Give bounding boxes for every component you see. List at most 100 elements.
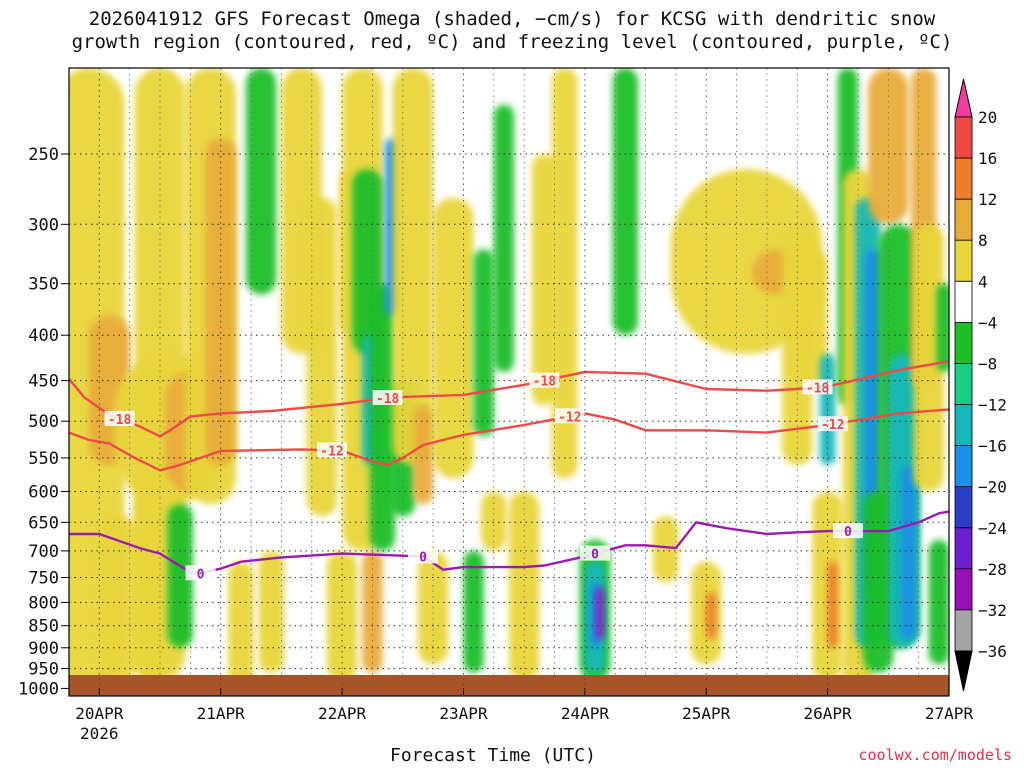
- y-tick-label-550: 550: [28, 449, 59, 469]
- colorbar-label-4: 4: [978, 272, 988, 291]
- colorbar-label-12: −32: [978, 601, 1007, 620]
- omega-shade-11: [246, 68, 277, 295]
- contour-label-isotherm-0-2: -18: [533, 375, 557, 390]
- omega-shade-15: [326, 550, 358, 681]
- colorbar-swatch-12: [954, 568, 973, 611]
- omega-shade-2: [99, 516, 140, 681]
- colorbar-swatch-5: [954, 280, 973, 323]
- y-tick-label-1000: 1000: [18, 679, 59, 699]
- y-tick-label-600: 600: [28, 483, 59, 503]
- colorbar-label-3: 8: [978, 231, 988, 250]
- y-axis: 2503003504004505005506006507007508008509…: [18, 145, 69, 699]
- colorbar-swatch-6: [954, 321, 973, 364]
- y-tick-label-500: 500: [28, 412, 59, 432]
- omega-shade-39: [612, 68, 638, 336]
- contour-label-bg-isotherm-1-0: [317, 442, 347, 458]
- x-tick-label-27APR: 27APR: [925, 704, 974, 723]
- colorbar-swatch-10: [954, 486, 973, 529]
- colorbar-label-1: 16: [978, 149, 997, 168]
- colorbar-swatch-3: [954, 198, 973, 241]
- omega-shade-6: [167, 504, 193, 648]
- omega-shade-27: [433, 197, 474, 479]
- colorbar-swatch-9: [954, 445, 973, 488]
- contour-label-bg-freezing-level-3: [832, 523, 863, 539]
- contour-line-isotherm-1: [69, 408, 949, 472]
- x-tick-label-22APR: 22APR: [318, 704, 367, 723]
- chart-title-line-1: 2026041912 GFS Forecast Omega (shaded, −…: [88, 8, 936, 30]
- y-tick-label-700: 700: [28, 542, 59, 562]
- contour-label-freezing-level-0: 0: [197, 567, 205, 582]
- contour-label-isotherm-1-1: -12: [558, 410, 581, 425]
- omega-shade-28: [463, 550, 484, 673]
- omega-shade-62: [936, 283, 949, 372]
- colorbar-swatch-2: [954, 157, 973, 200]
- y-tick-label-400: 400: [28, 326, 59, 346]
- contour-label-bg-isotherm-1-2: [817, 416, 848, 432]
- x-axis-title: Forecast Time (UTC): [390, 745, 596, 766]
- contour-label-isotherm-0-3: -18: [806, 381, 830, 396]
- x-tick-label-20APR: 20APR: [75, 704, 124, 723]
- source-credit: coolwx.com/models: [858, 746, 1012, 764]
- colorbar-label-7: −12: [978, 396, 1007, 415]
- y-tick-label-950: 950: [28, 660, 59, 680]
- y-tick-label-750: 750: [28, 569, 59, 589]
- omega-shade-58: [901, 464, 917, 640]
- omega-shade-14: [306, 197, 337, 517]
- contour-label-bg-isotherm-0-2: [529, 372, 560, 388]
- contour-label-isotherm-0-0: -18: [108, 413, 132, 428]
- omega-shade-40: [653, 516, 679, 583]
- omega-shade-12: [258, 550, 284, 673]
- y-tick-label-350: 350: [28, 275, 59, 295]
- omega-shade-10: [228, 561, 254, 689]
- x-tick-label-25APR: 25APR: [682, 704, 731, 723]
- contour-label-bg-isotherm-1-1: [554, 408, 585, 424]
- contour-label-isotherm-1-2: -12: [821, 418, 844, 433]
- colorbar-swatch-7: [954, 363, 973, 405]
- y-tick-label-250: 250: [28, 145, 59, 165]
- colorbar-label-2: 12: [978, 190, 997, 209]
- colorbar-swatch-top: [954, 78, 973, 118]
- contour-label-isotherm-0-1: -18: [376, 392, 400, 407]
- colorbar-label-11: −28: [978, 560, 1007, 579]
- y-tick-label-300: 300: [28, 215, 59, 235]
- x-tick-label-23APR: 23APR: [439, 704, 488, 723]
- contour-label-bg-isotherm-0-0: [104, 410, 135, 426]
- colorbar-label-8: −16: [978, 437, 1007, 456]
- y-tick-label-650: 650: [28, 513, 59, 533]
- plot-frame: [68, 67, 950, 697]
- omega-shade-42: [706, 592, 717, 640]
- omega-shade-20: [362, 550, 383, 673]
- contour-label-freezing-level-3: 0: [844, 525, 852, 540]
- omega-shade-31: [493, 104, 514, 372]
- colorbar-swatch-bottom: [954, 650, 973, 692]
- colorbar-swatch-1: [954, 116, 973, 159]
- omega-shade-30: [481, 491, 507, 551]
- y-tick-label-800: 800: [28, 593, 59, 613]
- ground-surface: [69, 675, 949, 696]
- contour-label-freezing-level-1: 0: [419, 550, 427, 565]
- omega-shade-21: [369, 283, 396, 551]
- contour-label-bg-freezing-level-2: [580, 545, 610, 561]
- colorbar-swatch-13: [954, 609, 973, 652]
- contour-label-bg-freezing-level-1: [408, 548, 438, 564]
- chart-title-line-2: growth region (contoured, red, ºC) and f…: [71, 31, 953, 53]
- omega-shade-33: [531, 154, 558, 406]
- contour-label-bg-freezing-level-0: [185, 565, 216, 581]
- colorbar-swatch-11: [954, 527, 973, 570]
- x-tick-label-26APR: 26APR: [804, 704, 853, 723]
- contours: -18 -18 -18 -18 -12 -12 -12 0 0 0 0: [69, 360, 949, 582]
- colorbar-label-10: −24: [978, 519, 1007, 538]
- contour-label-bg-isotherm-0-1: [372, 390, 403, 405]
- contour-label-bg-isotherm-0-3: [802, 379, 833, 395]
- y-tick-label-850: 850: [28, 617, 59, 637]
- y-tick-label-900: 900: [28, 639, 59, 659]
- colorbar-swatch-4: [954, 239, 973, 282]
- colorbar-label-5: −4: [978, 313, 997, 332]
- y-tick-label-450: 450: [28, 372, 59, 392]
- contour-label-isotherm-1-0: -12: [320, 445, 343, 460]
- colorbar-label-0: 20: [978, 108, 997, 127]
- omega-shade-38: [596, 587, 604, 640]
- colorbar-swatch-8: [954, 404, 973, 446]
